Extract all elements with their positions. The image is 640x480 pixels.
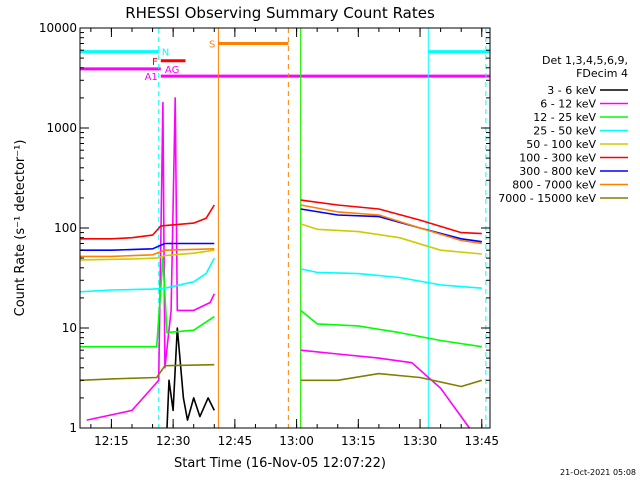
- y-axis-label: Count Rate (s⁻¹ detector⁻¹): [13, 140, 28, 317]
- generated-timestamp: 21-Oct-2021 05:08: [560, 468, 636, 477]
- series-line-50-100-kev-0: [79, 249, 215, 261]
- series-line-800-7000-kev-1: [300, 204, 482, 245]
- legend-entry-300-800-kev: 300 - 800 keV: [519, 165, 596, 178]
- legend-entry-6-12-kev: 6 - 12 keV: [540, 98, 596, 111]
- series-line-300-800-kev-0: [80, 242, 215, 251]
- chart-title: RHESSI Observing Summary Count Rates: [125, 4, 435, 22]
- series-line-25-50-kev-0: [79, 257, 216, 293]
- legend-entry-50-100-kev: 50 - 100 keV: [526, 138, 596, 151]
- flag-label-n: N: [162, 48, 169, 59]
- legend-entry-25-50-kev: 25 - 50 keV: [533, 125, 596, 138]
- series-line-7000-15000-kev-1: [300, 372, 483, 388]
- series-line-6-12-kev-1: [300, 349, 471, 429]
- legend-header-line-1: Det 1,3,4,5,6,9,: [542, 54, 628, 67]
- series-line-50-100-kev-1: [300, 223, 482, 255]
- x-tick-label: 12:45: [218, 434, 253, 448]
- series-line-12-25-kev-1: [300, 309, 482, 348]
- series-line-7000-15000-kev-0: [79, 363, 215, 382]
- x-axis-label: Start Time (16-Nov-05 12:07:22): [174, 456, 386, 471]
- legend-header-line-2: FDecim 4: [576, 67, 628, 80]
- series-line-6-12-kev-0: [86, 97, 216, 421]
- flag-label-s: S: [209, 39, 215, 50]
- y-tick-label: 100: [54, 221, 77, 235]
- flag-label-a1: A1: [145, 72, 158, 83]
- legend-entry-100-300-kev: 100 - 300 keV: [519, 152, 596, 165]
- series-line-100-300-kev-1: [300, 199, 482, 235]
- y-tick-label: 1: [69, 421, 77, 435]
- series-line-25-50-kev-1: [300, 268, 482, 289]
- series-line-800-7000-kev-0: [80, 248, 215, 258]
- flag-label-ag: AG: [165, 65, 179, 76]
- legend-entry-12-25-kev: 12 - 25 keV: [533, 111, 596, 124]
- flag-label-f: F: [152, 57, 158, 68]
- axes: 1 10 100 1000 10000 12:15 12:30 12:45 13:00 13:15…: [39, 21, 499, 448]
- series-line-12-25-kev-0: [80, 257, 215, 348]
- x-tick-label: 12:30: [156, 434, 191, 448]
- flag-bars: NF AG A1 S: [80, 39, 490, 83]
- y-tick-label: 10: [62, 321, 77, 335]
- series-line-3-6-kev-0: [166, 327, 216, 429]
- legend-entry-3-6-kev: 3 - 6 keV: [547, 84, 596, 97]
- x-tick-label: 13:45: [464, 434, 499, 448]
- y-tick-label: 10000: [39, 21, 77, 35]
- x-tick-label: 13:00: [279, 434, 314, 448]
- y-tick-label: 1000: [46, 121, 77, 135]
- series-line-100-300-kev-0: [80, 204, 215, 240]
- x-tick-label: 12:15: [94, 434, 129, 448]
- series-lines: [79, 97, 483, 429]
- x-tick-label: 13:30: [403, 434, 438, 448]
- legend-entry-800-7000-kev: 800 - 7000 keV: [512, 179, 596, 192]
- legend-entry-7000-15000-kev: 7000 - 15000 keV: [498, 192, 596, 205]
- x-tick-label: 13:15: [341, 434, 376, 448]
